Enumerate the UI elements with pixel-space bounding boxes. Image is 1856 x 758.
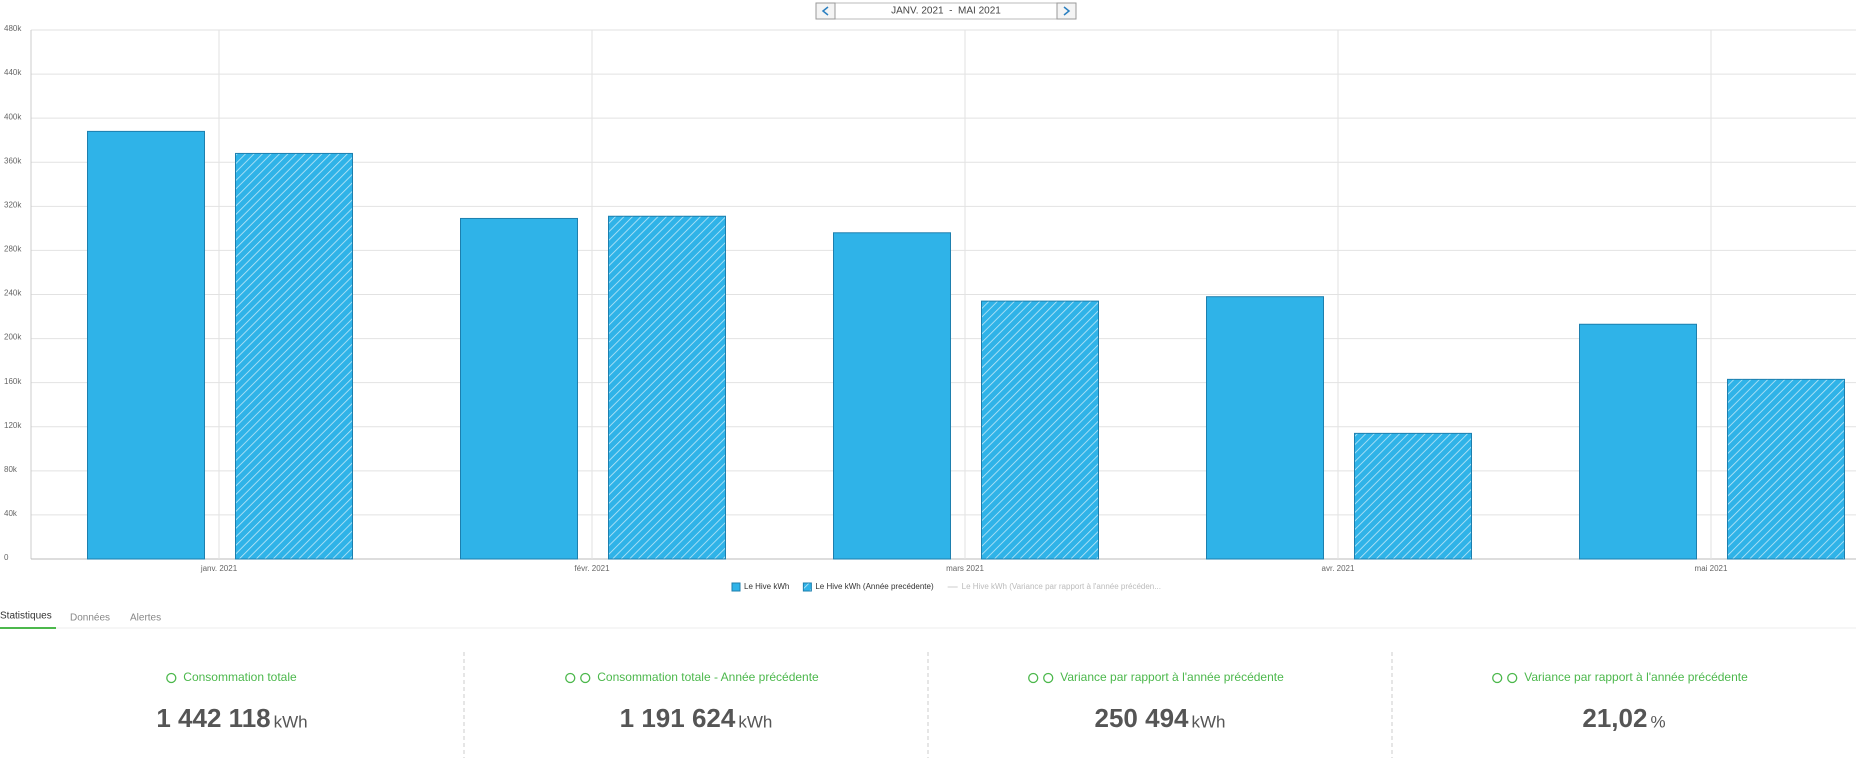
chart: 0 40k 80k 120k 160k 200k 240k 280k 320k 360k 400k 4… <box>4 24 1856 592</box>
y-tick-label: 0 <box>4 553 9 562</box>
tab[interactable]: Statistiques <box>0 611 52 622</box>
bar <box>87 130 205 560</box>
stat-icon <box>565 672 576 684</box>
bar <box>833 232 951 560</box>
stat-icon <box>1028 672 1039 684</box>
legend-swatch <box>802 582 812 592</box>
bar <box>1206 296 1324 560</box>
stat-value: 21,02 <box>1582 703 1647 733</box>
bar <box>1579 323 1697 560</box>
legend-label: Le Hive kWh (Année precédente) <box>815 582 934 591</box>
y-tick-label: 280k <box>4 245 22 254</box>
stat-value: 250 494 <box>1095 703 1190 733</box>
tab[interactable]: Alertes <box>130 613 161 624</box>
stat-icon <box>580 672 591 684</box>
stat-label: Consommation totale - Année précédente <box>597 670 819 684</box>
bar <box>608 215 726 560</box>
y-tick-label: 320k <box>4 200 22 209</box>
stat-unit: kWh <box>274 712 308 731</box>
period-nav: JANV. 2021 - MAI 2021 <box>815 2 1077 20</box>
next-icon <box>1063 6 1071 16</box>
y-tick-label: 80k <box>4 465 18 474</box>
y-tick-label: 40k <box>4 509 18 518</box>
bar <box>981 300 1099 560</box>
y-tick-label: 480k <box>4 24 22 33</box>
stat-icon <box>1043 672 1054 684</box>
y-tick-label: 120k <box>4 421 22 430</box>
y-tick-label: 360k <box>4 156 22 165</box>
stat-label: Variance par rapport à l'année précédent… <box>1060 670 1284 684</box>
x-tick-label: avr. 2021 <box>1322 564 1355 573</box>
prev-icon <box>821 6 829 16</box>
stat-unit: kWh <box>738 712 772 731</box>
bar <box>235 152 353 560</box>
bar <box>1354 432 1472 560</box>
stat-icon <box>1492 672 1503 684</box>
stat-label: Consommation totale <box>183 670 297 684</box>
bar <box>1727 378 1845 560</box>
stat-icon <box>1507 672 1518 684</box>
x-tick-label: mai 2021 <box>1695 564 1728 573</box>
y-tick-label: 160k <box>4 377 22 386</box>
stat-label: Variance par rapport à l'année précédent… <box>1524 670 1748 684</box>
stat-unit: kWh <box>1191 712 1225 731</box>
tabs: Statistiques Données Alertes <box>0 611 1856 629</box>
x-tick-label: févr. 2021 <box>574 564 610 573</box>
x-tick-label: mars 2021 <box>946 564 984 573</box>
stat-unit: % <box>1650 712 1665 731</box>
y-tick-label: 400k <box>4 112 22 121</box>
period-label: JANV. 2021 - MAI 2021 <box>891 6 1001 17</box>
stat-value: 1 442 118 <box>156 703 270 733</box>
y-tick-label: 200k <box>4 333 22 342</box>
legend-swatch <box>731 582 741 592</box>
y-tick-label: 440k <box>4 68 22 77</box>
prev-button[interactable] <box>815 2 836 20</box>
bar <box>460 217 578 560</box>
x-tick-label: janv. 2021 <box>200 564 238 573</box>
stat-icon <box>166 672 177 684</box>
y-tick-label: 240k <box>4 289 22 298</box>
next-button[interactable] <box>1056 2 1077 20</box>
legend-label-inactive: Le Hive kWh (Variance par rapport à l'an… <box>962 582 1161 591</box>
legend-label: Le Hive kWh <box>744 582 789 591</box>
stat-value: 1 191 624 <box>620 703 736 733</box>
tab[interactable]: Données <box>70 613 110 624</box>
